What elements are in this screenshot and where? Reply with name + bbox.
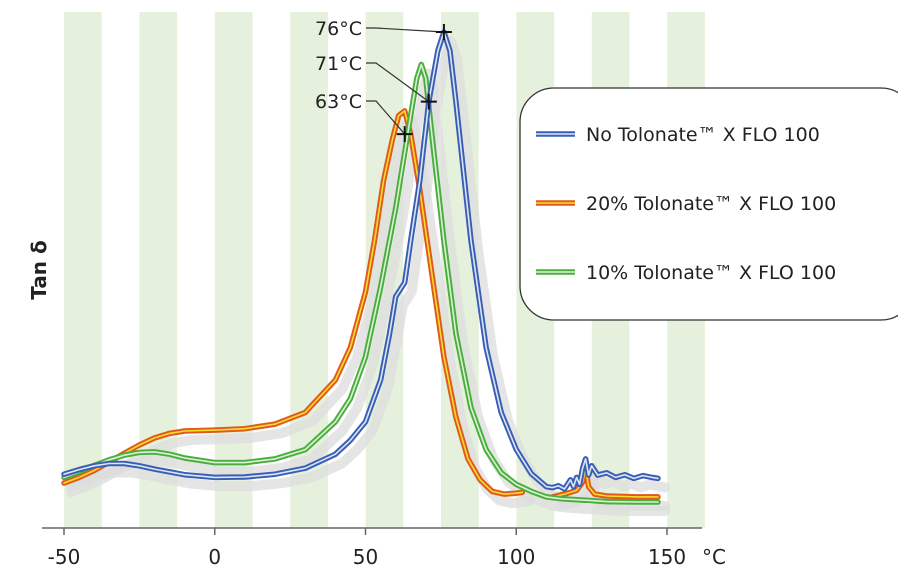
legend-label: 10% Tolonate™ X FLO 100 [586, 262, 836, 284]
y-axis-label: Tan δ [27, 240, 51, 300]
x-axis-unit-label: °C [702, 545, 726, 569]
series-line-inner [551, 467, 659, 498]
x-tick-label: 0 [208, 545, 221, 569]
grid-band [214, 12, 253, 528]
x-tick-label: -50 [48, 545, 81, 569]
grid-band [290, 12, 328, 528]
peak-annotation-label: 76°C [315, 18, 362, 40]
x-tick-label: 100 [497, 545, 535, 569]
x-tick-label: 150 [648, 545, 686, 569]
legend-box [519, 87, 898, 321]
annotation-leader [366, 62, 430, 103]
legend: No Tolonate™ X FLO 100 20% Tolonate™ X FL… [519, 87, 898, 321]
grid-band [64, 12, 102, 528]
annotation-leader [366, 27, 444, 33]
x-axis-ticks: -50 0 50 100 150 [48, 528, 686, 569]
peak-annotations: 76°C 71°C 63°C [315, 18, 452, 143]
x-tick-label: 50 [353, 545, 378, 569]
legend-label: 20% Tolonate™ X FLO 100 [586, 193, 836, 215]
legend-label: No Tolonate™ X FLO 100 [586, 124, 820, 146]
peak-annotation-label: 71°C [315, 53, 362, 75]
peak-annotation-label: 63°C [315, 91, 362, 113]
annotation-leader [366, 100, 406, 135]
series-line-inner [63, 31, 659, 490]
series-line-inner [63, 110, 524, 495]
